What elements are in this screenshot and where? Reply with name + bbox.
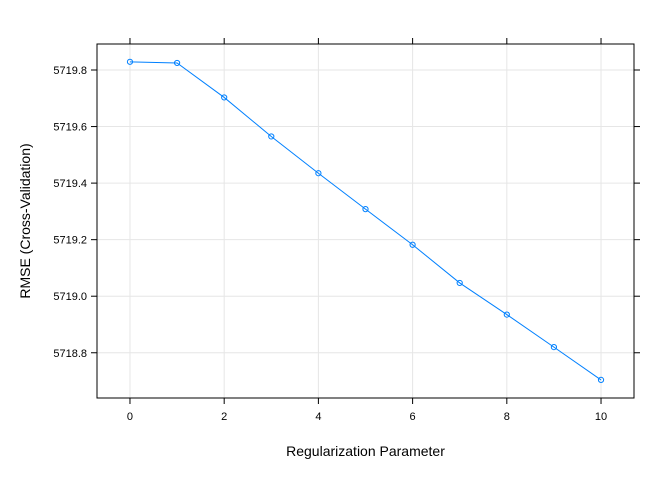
data-point [362,206,369,213]
series [126,58,605,384]
y-tick-label: 5718.8 [53,348,87,360]
data-point [126,58,134,65]
x-tick-label: 4 [315,411,321,423]
data-point [221,94,228,101]
x-tick-label: 0 [127,411,133,423]
y-tick-label: 5719.6 [53,122,87,134]
plot-frame [96,43,635,399]
data-point [456,279,463,287]
data-point [268,133,275,140]
data-point [409,241,416,248]
y-axis-title: RMSE (Cross-Validation) [17,143,33,298]
axis-ticks: 0 2 4 6 8 10 5718.8 5719.0 5719.2 5719.4 5719.6 571… [53,38,640,423]
data-point [503,311,510,318]
data-point [173,59,181,67]
data-point [550,344,558,351]
data-point [315,170,322,177]
y-tick-label: 5719.0 [53,291,87,303]
x-axis-title: Regularization Parameter [286,443,445,459]
y-tick-label: 5719.4 [53,178,87,190]
x-tick-label: 2 [221,411,227,423]
x-tick-label: 6 [410,411,416,423]
data-point [597,376,605,384]
series-line [129,61,602,381]
y-tick-label: 5719.8 [53,65,87,77]
y-tick-label: 5719.2 [53,235,87,247]
x-tick-label: 8 [504,411,510,423]
x-tick-label: 10 [595,411,607,423]
